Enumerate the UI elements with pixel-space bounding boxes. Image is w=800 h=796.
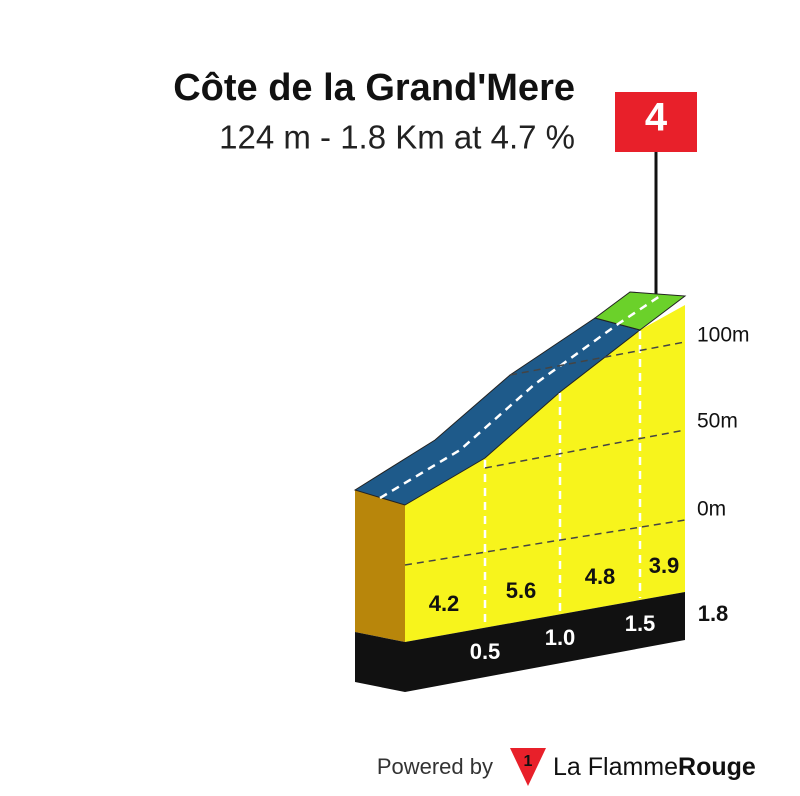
road-centerline	[379, 294, 661, 500]
category-flag	[615, 92, 697, 152]
logo-digit: 1	[524, 753, 533, 770]
category: 4	[645, 96, 668, 140]
road-summit	[593, 291, 687, 331]
elevation-line	[484, 429, 686, 469]
logo	[510, 748, 546, 786]
distance-label: 1.8	[698, 601, 729, 626]
distance-label: 0.5	[470, 639, 501, 664]
distance-label: 1.5	[625, 611, 656, 636]
elevation-line	[509, 341, 686, 376]
gradient-label: 4.2	[429, 591, 460, 616]
subtitle: 124 m - 1.8 Km at 4.7 %	[219, 119, 575, 156]
elevation-label: 100m	[697, 324, 750, 347]
brand: La FlammeRouge	[553, 753, 756, 781]
powered-by: Powered by	[377, 754, 493, 779]
gradient-label: 5.6	[506, 578, 537, 603]
elevation-label: 50m	[697, 410, 738, 433]
brand-bold: Rouge	[678, 753, 756, 781]
elevation-label: 0m	[697, 498, 726, 521]
gradient-label: 4.8	[585, 564, 616, 589]
base	[355, 592, 685, 692]
front-face	[405, 305, 685, 642]
brand-light: La Flamme	[553, 753, 678, 781]
side-face	[355, 490, 405, 642]
gradient-label: 3.9	[649, 553, 680, 578]
title: Côte de la Grand'Mere	[173, 67, 575, 109]
distance-label: 1.0	[545, 625, 576, 650]
